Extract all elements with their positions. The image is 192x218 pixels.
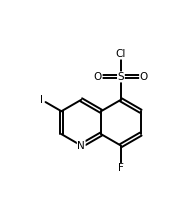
Text: F: F [118, 164, 124, 174]
Text: Cl: Cl [116, 49, 126, 59]
Text: I: I [40, 95, 43, 105]
Text: O: O [94, 72, 102, 82]
Text: S: S [118, 72, 124, 82]
Text: N: N [77, 141, 85, 151]
Text: O: O [140, 72, 148, 82]
